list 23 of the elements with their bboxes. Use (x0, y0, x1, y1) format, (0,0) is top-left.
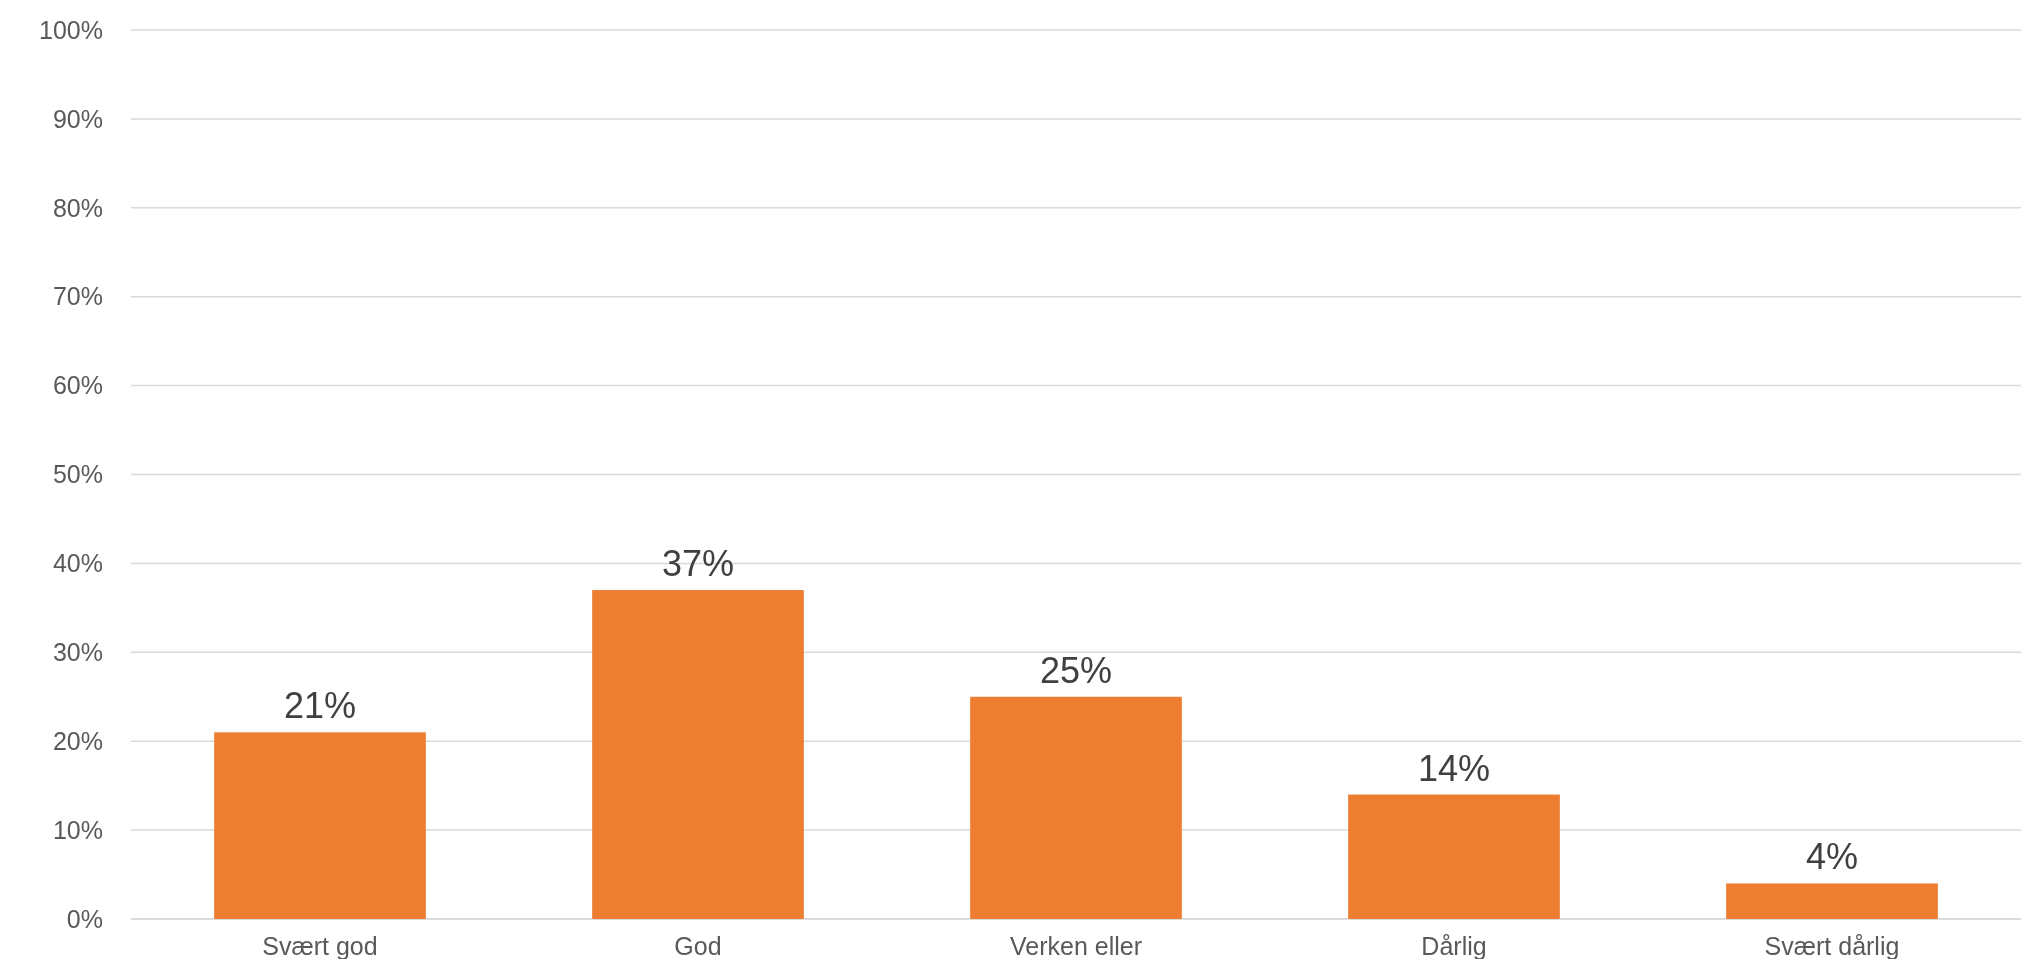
bar (1348, 794, 1560, 919)
y-tick-label: 20% (52, 726, 103, 755)
bar (592, 590, 804, 919)
bar (214, 732, 426, 919)
y-tick-label: 80% (52, 193, 103, 222)
y-tick-label: 40% (52, 549, 103, 578)
bar (970, 696, 1182, 919)
data-label: 4% (1805, 836, 1859, 878)
y-tick-label: 50% (52, 460, 103, 489)
y-tick-label: 90% (52, 104, 103, 133)
y-tick-label: 0% (66, 904, 103, 933)
x-tick-label: God (674, 932, 722, 960)
y-tick-label: 70% (52, 282, 103, 311)
data-label: 14% (1417, 747, 1491, 789)
y-tick-label: 60% (52, 371, 103, 400)
bar (1726, 883, 1938, 919)
y-tick-label: 100% (39, 15, 103, 44)
data-label: 25% (1039, 649, 1113, 691)
x-tick-label: Verken eller (1009, 932, 1143, 960)
y-tick-label: 30% (52, 638, 103, 667)
data-label: 37% (661, 543, 735, 585)
y-tick-label: 10% (52, 815, 103, 844)
data-label: 21% (283, 685, 357, 727)
